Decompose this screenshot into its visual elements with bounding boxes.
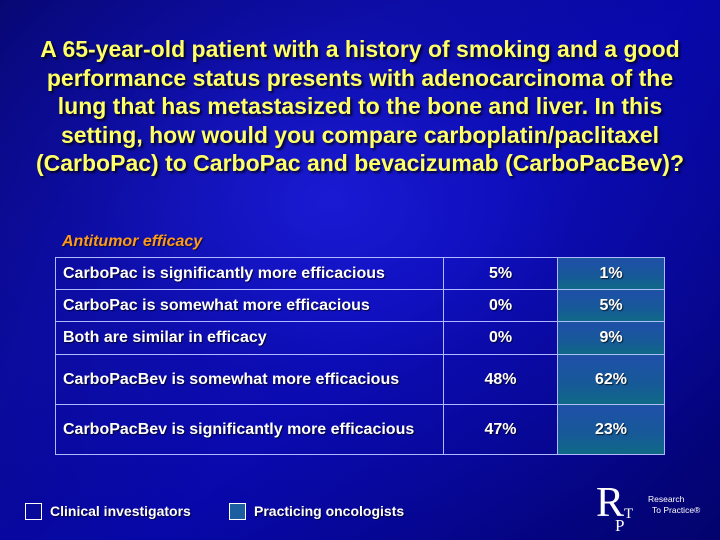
table-row: CarboPac is significantly more efficacio… bbox=[55, 257, 665, 290]
legend-item-practicing-oncologists: Practicing oncologists bbox=[229, 500, 404, 522]
legend-swatch bbox=[229, 502, 246, 520]
legend-label: Practicing oncologists bbox=[254, 503, 405, 519]
legend-label: Clinical investigators bbox=[50, 503, 191, 519]
clinical-investigators-value: 0% bbox=[443, 321, 558, 355]
clinical-investigators-value: 5% bbox=[443, 257, 558, 290]
results-table: CarboPac is significantly more efficacio… bbox=[55, 257, 665, 455]
table-row: Both are similar in efficacy 0% 9% bbox=[55, 321, 665, 355]
clinical-investigators-value: 48% bbox=[443, 354, 558, 405]
row-label: Both are similar in efficacy bbox=[55, 321, 444, 355]
svg-text:R: R bbox=[596, 480, 624, 526]
practicing-oncologists-value: 9% bbox=[557, 321, 665, 355]
legend-item-clinical-investigators: Clinical investigators bbox=[25, 500, 191, 522]
legend-swatch bbox=[25, 502, 42, 520]
row-label: CarboPac is significantly more efficacio… bbox=[55, 257, 444, 290]
section-label: Antitumor efficacy bbox=[62, 233, 203, 250]
clinical-investigators-value: 47% bbox=[443, 404, 558, 455]
svg-text:T: T bbox=[624, 506, 633, 522]
logo-line-2: To Practice® bbox=[652, 505, 701, 515]
research-to-practice-logo: R T P Research To Practice® bbox=[588, 478, 708, 534]
practicing-oncologists-value: 62% bbox=[557, 354, 665, 405]
practicing-oncologists-value: 1% bbox=[557, 257, 665, 290]
svg-text:P: P bbox=[615, 516, 624, 534]
logo-line-1: Research bbox=[648, 494, 685, 504]
table-row: CarboPacBev is somewhat more efficacious… bbox=[55, 354, 665, 405]
table-row: CarboPac is somewhat more efficacious 0%… bbox=[55, 289, 665, 322]
practicing-oncologists-value: 5% bbox=[557, 289, 665, 322]
slide-title: A 65-year-old patient with a history of … bbox=[36, 36, 684, 177]
row-label: CarboPacBev is significantly more effica… bbox=[55, 404, 444, 455]
logo-text: Research To Practice® bbox=[648, 494, 700, 516]
rtp-logo-mark: R T P bbox=[596, 480, 633, 534]
table-row: CarboPacBev is significantly more effica… bbox=[55, 404, 665, 455]
practicing-oncologists-value: 23% bbox=[557, 404, 665, 455]
row-label: CarboPacBev is somewhat more efficacious bbox=[55, 354, 444, 405]
row-label: CarboPac is somewhat more efficacious bbox=[55, 289, 444, 322]
clinical-investigators-value: 0% bbox=[443, 289, 558, 322]
